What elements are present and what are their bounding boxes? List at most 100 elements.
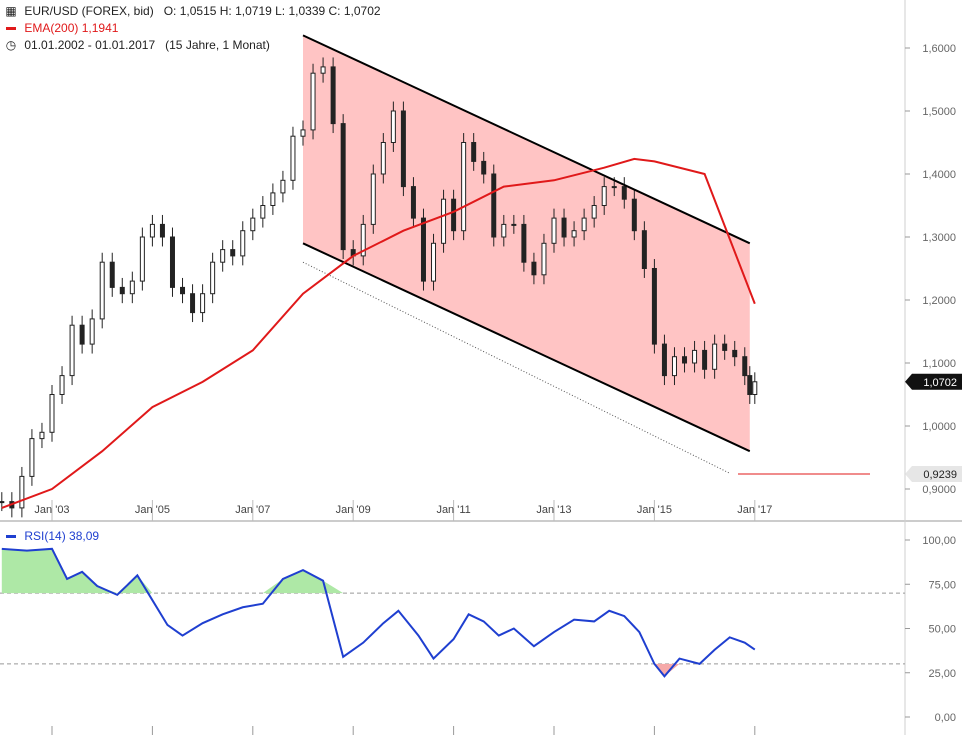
ema-value: 1,1941 xyxy=(81,21,119,35)
candle-body xyxy=(671,356,677,377)
candle-body xyxy=(210,261,216,295)
candle-body xyxy=(139,236,145,282)
candle-body xyxy=(19,475,25,509)
candle-body xyxy=(752,381,758,395)
channel-lower-line xyxy=(302,242,751,453)
candle-body xyxy=(722,343,728,351)
candle-body xyxy=(220,249,226,263)
x-tick-label: Jan '11 xyxy=(436,504,470,516)
candle-body xyxy=(310,72,316,131)
ema-legend: EMA(200) 1,1941 xyxy=(4,21,118,35)
rsi-y-tick-label: 50,00 xyxy=(928,624,956,636)
rsi-pane: 100,00 75,00 50,00 25,00 0,00 xyxy=(0,535,956,735)
candle-body xyxy=(340,123,346,251)
candle-body xyxy=(250,217,256,232)
symbol-text: EUR/USD (FOREX, bid) xyxy=(24,4,154,18)
target-price-label: 0,9239 xyxy=(923,469,957,481)
period-legend: ◷ 01.01.2002 - 01.01.2017 (15 Jahre, 1 M… xyxy=(4,38,270,52)
candle-body xyxy=(702,349,708,370)
candle-body xyxy=(400,110,406,188)
rsi-y-tick-label: 100,00 xyxy=(922,535,956,547)
candle-body xyxy=(461,142,467,232)
ema200-line xyxy=(1,157,756,509)
candle-body xyxy=(240,230,246,257)
candle-body xyxy=(581,217,587,232)
x-tick-label: Jan '13 xyxy=(536,504,571,516)
candle-body xyxy=(611,186,617,189)
y-tick-label: 1,1000 xyxy=(922,358,956,370)
last-price-label: 1,0702 xyxy=(923,377,957,389)
x-tick-label: Jan '15 xyxy=(637,504,672,516)
candle-body xyxy=(129,280,135,295)
rsi-value: 38,09 xyxy=(69,529,100,543)
candle-body xyxy=(180,286,186,295)
candle-body xyxy=(230,249,236,257)
period-detail: (15 Jahre, 1 Monat) xyxy=(165,38,270,52)
dotted-trendline xyxy=(302,261,730,474)
y-tick-label: 1,0000 xyxy=(922,421,956,433)
candle-body xyxy=(661,343,667,377)
candle-body xyxy=(521,223,527,263)
candle-body xyxy=(49,394,55,433)
chart-candle-icon: ▦ xyxy=(5,4,17,18)
y-tick-label: 1,2000 xyxy=(922,295,956,307)
candle-body xyxy=(531,261,537,276)
candle-body xyxy=(501,223,507,238)
target-price-badge xyxy=(905,465,962,482)
candle-body xyxy=(280,179,286,194)
candle-body xyxy=(330,66,336,125)
candle-body xyxy=(481,160,487,175)
candle-body xyxy=(380,142,386,175)
candle-body xyxy=(571,230,577,238)
rsi-y-tick-label: 0,00 xyxy=(935,712,956,724)
x-tick-label: Jan '17 xyxy=(737,504,772,516)
candle-body xyxy=(491,173,497,238)
candle-body xyxy=(712,343,718,370)
candle-body xyxy=(169,236,175,288)
candle-body xyxy=(109,261,115,288)
y-tick-label: 1,6000 xyxy=(922,43,956,55)
rsi-line xyxy=(1,547,756,678)
candle-body xyxy=(651,268,657,345)
candle-body xyxy=(119,286,125,295)
rsi-label: RSI(14) xyxy=(24,529,66,543)
y-tick-label: 0,9000 xyxy=(922,484,956,496)
candle-body xyxy=(541,242,547,276)
candle-body xyxy=(149,223,155,238)
candle-body xyxy=(431,242,437,282)
ema-line-icon xyxy=(6,27,16,31)
x-tick-label: Jan '05 xyxy=(135,504,170,516)
candle-body xyxy=(511,223,517,226)
candle-body xyxy=(732,349,738,358)
candle-body xyxy=(561,217,567,238)
candle-body xyxy=(471,142,477,162)
candle-body xyxy=(360,223,366,257)
candle-body xyxy=(621,186,627,200)
candle-body xyxy=(641,230,647,269)
candle-body xyxy=(300,129,306,137)
y-tick-label: 1,3000 xyxy=(922,232,956,244)
candle-body xyxy=(89,318,95,345)
candle-body xyxy=(370,173,376,225)
candle-body xyxy=(601,186,607,207)
candle-body xyxy=(159,223,165,238)
candle-body xyxy=(39,431,45,440)
x-tick-label: Jan '03 xyxy=(34,504,69,516)
candle-body xyxy=(320,66,326,74)
candle-body xyxy=(742,356,748,377)
candle-body xyxy=(551,217,557,244)
rsi-line-icon xyxy=(6,535,16,539)
candle-body xyxy=(390,110,396,143)
candle-body xyxy=(59,375,65,396)
candle-body xyxy=(410,186,416,219)
candle-body xyxy=(99,261,105,320)
candle-body xyxy=(290,135,296,181)
candle-body xyxy=(420,217,426,282)
candle-body xyxy=(441,198,447,244)
candle-body xyxy=(29,438,35,477)
trend-channel-fill xyxy=(303,35,750,452)
rsi-y-tick-label: 25,00 xyxy=(928,668,956,680)
clock-icon: ◷ xyxy=(5,38,17,52)
